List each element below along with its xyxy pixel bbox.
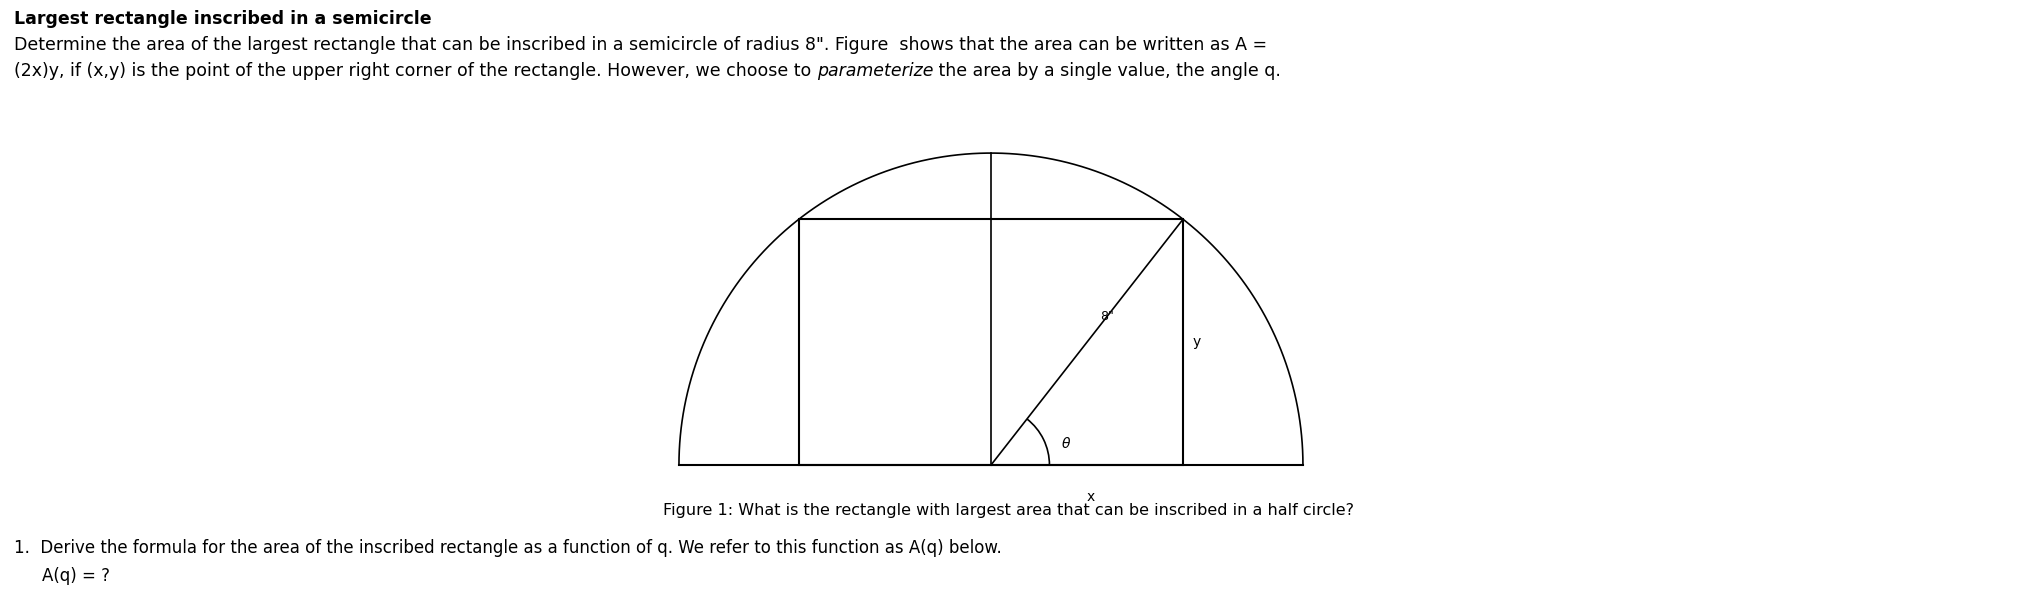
Text: Figure 1: What is the rectangle with largest area that can be inscribed in a hal: Figure 1: What is the rectangle with lar…	[664, 503, 1353, 518]
Text: parameterize: parameterize	[817, 62, 934, 80]
Text: A(q) = ?: A(q) = ?	[42, 567, 111, 585]
Text: y: y	[1192, 335, 1200, 349]
Text: the area by a single value, the angle q.: the area by a single value, the angle q.	[934, 62, 1281, 80]
Text: (2x)y, if (x,y) is the point of the upper right corner of the rectangle. However: (2x)y, if (x,y) is the point of the uppe…	[14, 62, 817, 80]
Text: $\theta$: $\theta$	[1061, 436, 1071, 451]
Bar	[799, 219, 1184, 465]
Text: Determine the area of the largest rectangle that can be inscribed in a semicircl: Determine the area of the largest rectan…	[14, 36, 1267, 54]
Text: Largest rectangle inscribed in a semicircle: Largest rectangle inscribed in a semicir…	[14, 10, 432, 28]
Text: 8": 8"	[1101, 310, 1115, 323]
Text: x: x	[1087, 491, 1095, 505]
Text: 1.  Derive the formula for the area of the inscribed rectangle as a function of : 1. Derive the formula for the area of th…	[14, 539, 1002, 557]
